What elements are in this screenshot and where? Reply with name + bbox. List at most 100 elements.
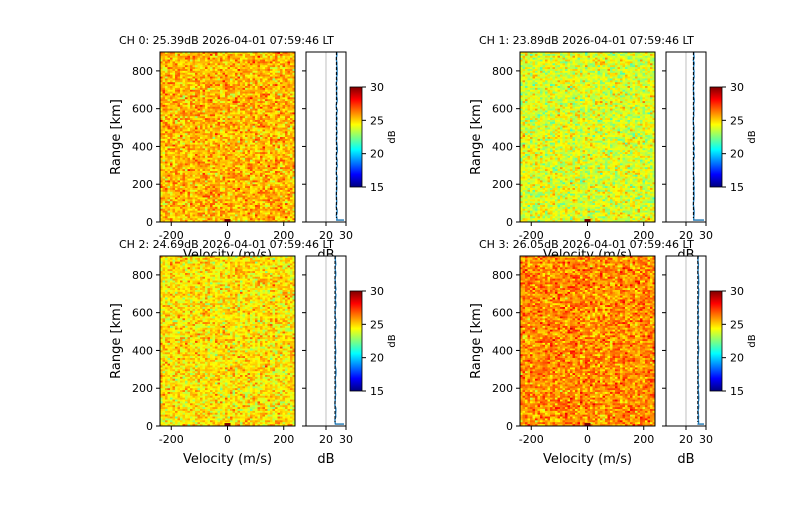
heatmap-cell: [177, 131, 181, 134]
heatmap-cell: [277, 69, 281, 72]
heatmap-cell: [215, 80, 218, 83]
heatmap-cell: [165, 95, 168, 98]
heatmap-cell: [220, 80, 223, 83]
heatmap-cell: [255, 125, 258, 128]
heatmap-cell: [245, 93, 248, 96]
heatmap-cell: [267, 89, 271, 93]
heatmap-cell: [212, 69, 216, 72]
heatmap-cell: [217, 59, 221, 62]
heatmap-cell: [237, 116, 241, 119]
heatmap-cell: [160, 123, 163, 127]
heatmap-cell: [252, 80, 256, 83]
heatmap-cell: [180, 91, 183, 94]
heatmap-cell: [215, 87, 218, 91]
heatmap-cell: [230, 91, 233, 94]
heatmap-cell: [180, 82, 183, 85]
heatmap-cell: [282, 57, 286, 60]
heatmap-cell: [160, 91, 163, 94]
heatmap-cell: [255, 74, 258, 77]
channel-panel-0: CH 0: 25.39dB 2026-04-01 07:59:46 LT0200…: [109, 34, 398, 263]
heatmap-cell: [235, 131, 238, 134]
heatmap-cell: [255, 123, 258, 127]
heatmap-cell: [167, 99, 171, 102]
heatmap-cell: [212, 82, 216, 85]
heatmap-cell: [265, 76, 268, 79]
heatmap-cell: [237, 120, 241, 123]
heatmap-cell: [287, 52, 291, 55]
heatmap-cell: [292, 108, 296, 111]
heatmap-cell: [222, 131, 226, 134]
heatmap-cell: [160, 63, 163, 66]
heatmap-cell: [160, 61, 163, 64]
heatmap-cell: [257, 106, 261, 110]
heatmap-cell: [285, 70, 288, 74]
heatmap-cell: [235, 78, 238, 81]
heatmap-cell: [292, 76, 296, 79]
heatmap-cell: [267, 86, 271, 89]
heatmap-cell: [235, 72, 238, 76]
heatmap-cell: [292, 99, 296, 102]
heatmap-cell: [195, 80, 198, 83]
heatmap-cell: [162, 123, 166, 127]
heatmap-cell: [292, 120, 296, 123]
heatmap-cell: [230, 108, 233, 111]
heatmap-cell: [185, 76, 188, 79]
heatmap-cell: [285, 104, 288, 108]
heatmap-cell: [200, 95, 203, 98]
heatmap-cell: [207, 131, 211, 134]
heatmap-cell: [232, 110, 236, 113]
heatmap-cell: [180, 131, 183, 134]
heatmap-cell: [195, 59, 198, 62]
heatmap-cell: [187, 91, 191, 94]
heatmap-cell: [202, 118, 206, 121]
heatmap-cell: [252, 74, 256, 77]
heatmap-cell: [205, 97, 208, 100]
heatmap-cell: [162, 63, 166, 66]
heatmap-cell: [217, 74, 221, 77]
heatmap-cell: [257, 69, 261, 72]
heatmap-cell: [230, 110, 233, 113]
heatmap-cell: [287, 80, 291, 83]
heatmap-cell: [192, 125, 196, 128]
heatmap-cell: [242, 101, 246, 104]
heatmap-cell: [160, 114, 163, 117]
heatmap-cell: [267, 120, 271, 123]
heatmap-cell: [247, 125, 251, 128]
heatmap-cell: [227, 95, 231, 98]
heatmap-cell: [180, 97, 183, 100]
heatmap-cell: [250, 101, 253, 104]
heatmap-cell: [187, 125, 191, 128]
heatmap-cell: [205, 78, 208, 81]
heatmap-cell: [160, 97, 163, 100]
heatmap-cell: [230, 133, 233, 136]
heatmap-cell: [250, 108, 253, 111]
heatmap-cell: [245, 106, 248, 110]
heatmap-cell: [160, 57, 163, 60]
heatmap-cell: [257, 114, 261, 117]
heatmap-cell: [160, 125, 163, 128]
heatmap-cell: [275, 61, 278, 64]
heatmap-cell: [195, 91, 198, 94]
heatmap-cell: [200, 59, 203, 62]
heatmap-cell: [227, 123, 231, 127]
heatmap-cell: [165, 103, 168, 106]
heatmap-cell: [205, 125, 208, 128]
heatmap-cell: [222, 69, 226, 72]
heatmap-cell: [165, 101, 168, 104]
heatmap-cell: [270, 59, 273, 62]
heatmap-cell: [280, 72, 283, 76]
heatmap-cell: [255, 61, 258, 64]
heatmap-cell: [200, 55, 203, 59]
heatmap-cell: [197, 52, 201, 55]
heatmap-cell: [225, 86, 228, 89]
heatmap-cell: [232, 82, 236, 85]
heatmap-cell: [257, 53, 261, 57]
heatmap-cell: [230, 65, 233, 68]
heatmap-cell: [197, 135, 201, 138]
heatmap-cell: [280, 57, 283, 60]
heatmap-cell: [260, 84, 263, 87]
heatmap-cell: [285, 133, 288, 136]
heatmap-cell: [240, 114, 243, 117]
heatmap-cell: [202, 123, 206, 127]
